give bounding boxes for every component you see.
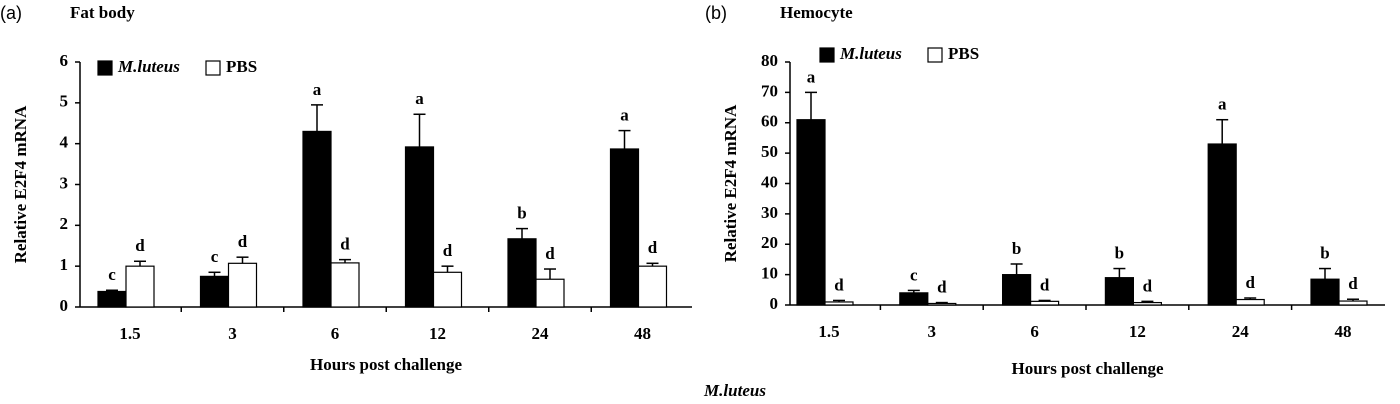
significance-label: b bbox=[1115, 243, 1124, 262]
y-tick-label: 70 bbox=[761, 81, 778, 100]
x-tick-label: 24 bbox=[532, 324, 550, 343]
bar bbox=[507, 238, 537, 308]
significance-label: d bbox=[834, 275, 844, 294]
legend-label: PBS bbox=[226, 57, 257, 76]
y-tick-label: 2 bbox=[60, 214, 69, 233]
x-tick-label: 48 bbox=[1335, 322, 1352, 341]
legend-swatch bbox=[205, 60, 221, 76]
legend-swatch bbox=[97, 60, 113, 76]
bar bbox=[1029, 300, 1060, 306]
significance-label: a bbox=[1218, 95, 1227, 114]
x-tick-label: 1.5 bbox=[119, 324, 140, 343]
bar bbox=[302, 130, 332, 308]
significance-label: c bbox=[108, 265, 116, 284]
significance-label: a bbox=[313, 80, 322, 99]
significance-label: d bbox=[648, 238, 658, 257]
significance-label: b bbox=[1320, 243, 1329, 262]
y-tick-label: 40 bbox=[761, 172, 778, 191]
significance-label: d bbox=[1143, 276, 1153, 295]
bar bbox=[1132, 301, 1163, 306]
footer: M.luteus bbox=[703, 381, 766, 400]
significance-label: a bbox=[807, 67, 816, 86]
x-tick-label: 6 bbox=[1030, 322, 1039, 341]
panel-label: (b) bbox=[705, 3, 727, 23]
chart-title: Hemocyte bbox=[780, 3, 853, 22]
legend-label: PBS bbox=[948, 44, 979, 63]
y-tick-label: 80 bbox=[761, 51, 778, 70]
legend-label: M.luteus bbox=[117, 57, 180, 76]
bar bbox=[535, 278, 565, 308]
x-tick-label: 3 bbox=[928, 322, 937, 341]
legend-swatch bbox=[819, 47, 835, 63]
x-tick-label: 48 bbox=[634, 324, 651, 343]
significance-label: d bbox=[1245, 273, 1255, 292]
x-tick-label: 6 bbox=[331, 324, 340, 343]
bar bbox=[927, 302, 957, 306]
y-tick-label: 6 bbox=[60, 51, 69, 70]
bar bbox=[1104, 277, 1135, 306]
significance-label: d bbox=[545, 244, 555, 263]
x-axis-label: Hours post challenge bbox=[310, 355, 463, 374]
x-tick-label: 1.5 bbox=[818, 322, 839, 341]
x-tick-label: 3 bbox=[228, 324, 237, 343]
y-tick-label: 0 bbox=[60, 296, 69, 315]
bar bbox=[199, 275, 230, 308]
x-tick-label: 12 bbox=[429, 324, 446, 343]
y-axis-label: Relative E2F4 mRNA bbox=[11, 105, 30, 263]
y-tick-label: 1 bbox=[60, 255, 69, 274]
significance-label: d bbox=[340, 235, 350, 254]
bar bbox=[1001, 274, 1032, 306]
bar bbox=[824, 301, 854, 306]
legend-label: M.luteus bbox=[839, 44, 902, 63]
significance-label: c bbox=[910, 265, 918, 284]
bar bbox=[227, 262, 258, 308]
y-tick-label: 10 bbox=[761, 264, 778, 283]
bar bbox=[330, 262, 360, 308]
y-tick-label: 50 bbox=[761, 142, 778, 161]
significance-label: b bbox=[517, 204, 526, 223]
significance-label: d bbox=[443, 241, 453, 260]
y-tick-label: 20 bbox=[761, 233, 778, 252]
legend-swatch bbox=[927, 47, 943, 63]
significance-label: d bbox=[1040, 275, 1050, 294]
bar bbox=[125, 265, 155, 308]
significance-label: c bbox=[211, 247, 219, 266]
significance-label: d bbox=[135, 236, 145, 255]
y-tick-label: 60 bbox=[761, 112, 778, 131]
y-tick-label: 0 bbox=[770, 294, 779, 313]
bar bbox=[1235, 298, 1265, 306]
bar bbox=[1310, 278, 1340, 306]
bar bbox=[1207, 143, 1237, 306]
bar bbox=[404, 146, 435, 308]
bar bbox=[609, 148, 640, 308]
bar bbox=[97, 290, 127, 308]
x-tick-label: 24 bbox=[1232, 322, 1250, 341]
y-tick-label: 4 bbox=[60, 133, 69, 152]
significance-label: d bbox=[937, 277, 947, 296]
chart-title: Fat body bbox=[70, 3, 135, 22]
panel-label: (a) bbox=[0, 3, 22, 23]
bar bbox=[637, 265, 668, 308]
x-tick-label: 12 bbox=[1129, 322, 1146, 341]
significance-label: d bbox=[1348, 274, 1358, 293]
y-tick-label: 5 bbox=[60, 92, 69, 111]
significance-label: d bbox=[238, 232, 248, 251]
bar bbox=[796, 119, 826, 306]
significance-label: a bbox=[620, 106, 629, 125]
bar bbox=[899, 292, 929, 306]
y-tick-label: 30 bbox=[761, 203, 778, 222]
significance-label: a bbox=[415, 89, 424, 108]
bar bbox=[432, 271, 463, 308]
y-tick-label: 3 bbox=[60, 173, 69, 192]
y-axis-label: Relative E2F4 mRNA bbox=[721, 104, 740, 262]
bar bbox=[1338, 300, 1368, 306]
significance-label: b bbox=[1012, 239, 1021, 258]
x-axis-label: Hours post challenge bbox=[1011, 359, 1164, 378]
